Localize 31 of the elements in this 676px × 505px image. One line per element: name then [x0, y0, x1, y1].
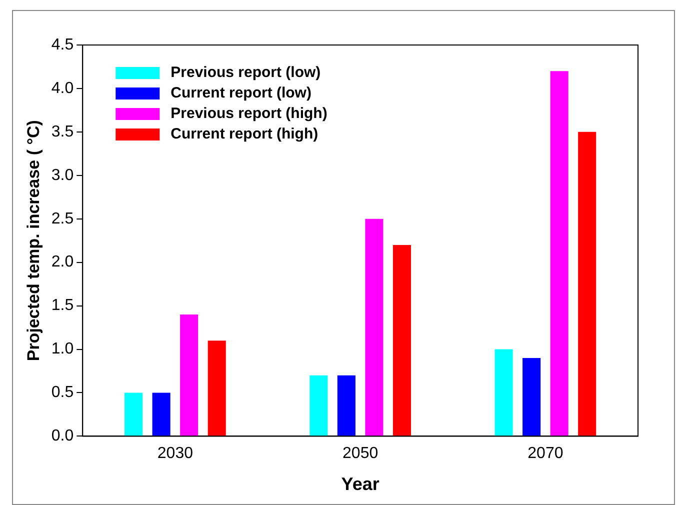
legend-label: Previous report (low) [170, 64, 321, 82]
y-tick-label: 0.0 [51, 428, 74, 445]
bar [337, 375, 356, 436]
bar [152, 392, 170, 436]
y-tick-label: 1.0 [51, 340, 74, 358]
bar [578, 132, 596, 436]
y-axis-title: Projected temp. increase ( °C) [24, 120, 43, 362]
bar [550, 71, 568, 436]
bar [365, 218, 384, 436]
x-tick-label: 2030 [157, 445, 194, 462]
x-tick-label: 2050 [342, 445, 378, 462]
bar [392, 244, 411, 436]
y-tick-label: 3.0 [51, 166, 74, 184]
x-axis-title: Year [341, 474, 380, 494]
y-tick-label: 4.0 [51, 80, 74, 97]
bar [494, 349, 513, 436]
y-tick-label: 0.5 [51, 384, 74, 402]
bar [180, 314, 198, 436]
legend-label: Current report (high) [170, 126, 318, 143]
bar [124, 392, 143, 436]
bar [522, 358, 541, 436]
x-tick-label: 2070 [528, 445, 564, 462]
y-tick-label: 3.5 [51, 123, 74, 140]
y-tick-label: 1.5 [51, 297, 74, 314]
legend-label: Current report (low) [170, 84, 312, 102]
y-tick-label: 4.5 [51, 36, 74, 54]
y-tick-label: 2.5 [51, 210, 74, 228]
bar [310, 375, 328, 436]
bar [208, 340, 226, 436]
legend-label: Previous report (high) [170, 105, 328, 122]
y-tick-label: 2.0 [51, 254, 74, 271]
